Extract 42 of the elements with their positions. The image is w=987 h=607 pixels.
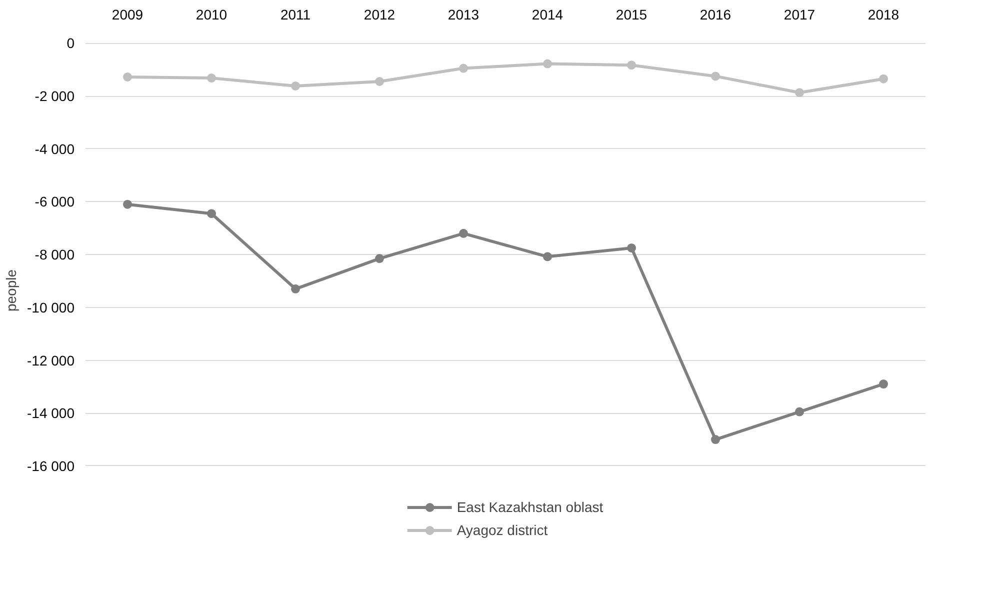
point	[375, 254, 384, 264]
x-tick-label: 2014	[532, 6, 564, 22]
y-tick-label: -10 000	[27, 299, 75, 316]
point	[627, 243, 636, 252]
y-tick-label: -14 000	[27, 405, 75, 422]
y-axis-title: people	[3, 269, 20, 312]
x-tick-label: 2018	[868, 6, 900, 22]
point	[375, 77, 384, 86]
point	[123, 72, 132, 82]
x-tick-label: 2013	[448, 6, 480, 22]
point	[795, 88, 804, 98]
x-tick-label: 2009	[112, 6, 144, 22]
point	[795, 407, 804, 416]
y-tick-label: -12 000	[27, 352, 75, 368]
x-tick-label: 2017	[784, 6, 816, 22]
point	[123, 200, 132, 209]
y-tick-label: 0	[66, 35, 75, 52]
point	[543, 252, 552, 262]
x-tick-label: 2011	[280, 6, 311, 22]
point	[543, 59, 552, 68]
point	[879, 74, 888, 84]
x-tick-label: 2012	[364, 6, 396, 22]
legend-label: East Kazakhstan oblast	[456, 499, 604, 515]
point	[879, 380, 888, 389]
y-tick-label: -4 000	[34, 140, 75, 157]
point	[291, 284, 300, 294]
y-tick-label: -6 000	[34, 194, 75, 210]
point	[711, 435, 720, 444]
point	[459, 228, 468, 238]
y-tick-label: -8 000	[34, 246, 75, 263]
point	[291, 81, 300, 90]
point	[627, 60, 636, 70]
y-tick-label: -2 000	[34, 88, 75, 104]
x-tick-label: 2015	[616, 6, 648, 22]
x-tick-label: 2016	[700, 6, 732, 22]
point	[207, 74, 216, 83]
point	[459, 64, 468, 73]
y-tick-label: -16 000	[27, 458, 75, 474]
point	[207, 209, 216, 218]
point	[711, 72, 720, 81]
x-tick-label: 2010	[196, 6, 228, 22]
legend-label: Ayagoz district	[456, 522, 548, 538]
